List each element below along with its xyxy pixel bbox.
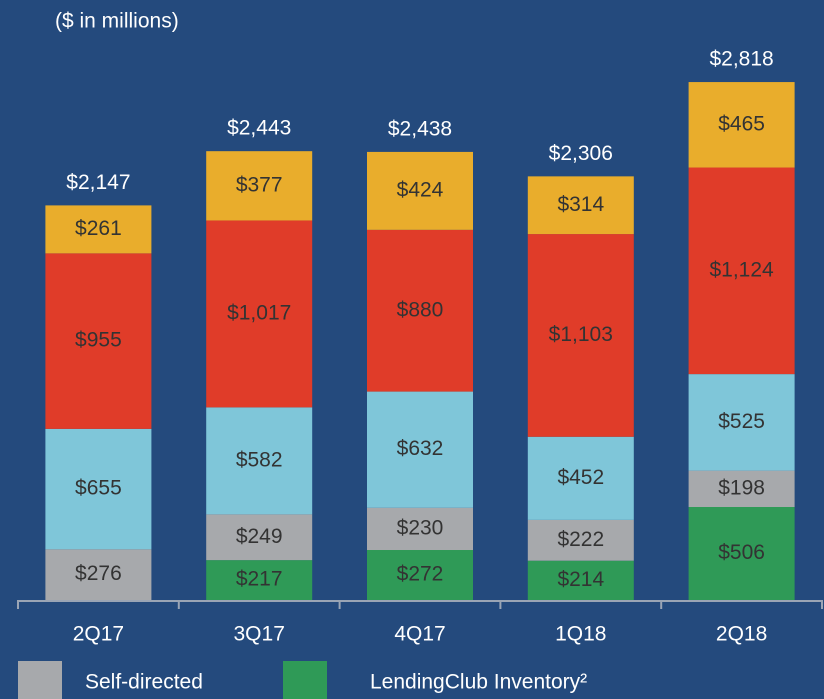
data-label: $222 [557, 528, 604, 551]
x-tick-label: 2Q17 [73, 623, 124, 646]
data-label: $249 [236, 525, 283, 548]
data-label: $1,103 [549, 323, 613, 346]
bar-segment [527, 560, 634, 600]
bar-segment [688, 374, 795, 471]
bar-segment [45, 428, 152, 550]
bar-segment [206, 560, 313, 600]
bar-segment [45, 205, 152, 254]
bar-segment [367, 229, 473, 392]
legend-swatch [283, 661, 327, 699]
total-label: $2,306 [549, 142, 613, 165]
bar-segment [367, 550, 473, 600]
data-label: $377 [236, 173, 283, 196]
data-label: $506 [718, 541, 765, 564]
total-label: $2,818 [709, 48, 773, 71]
bar-segment [688, 82, 795, 168]
x-tick-label: 3Q17 [234, 623, 285, 646]
data-label: $632 [397, 437, 444, 460]
data-label: $230 [397, 516, 444, 539]
data-label: $314 [557, 193, 604, 216]
x-tick-label: 2Q18 [716, 623, 767, 646]
data-label: $452 [557, 466, 604, 489]
bar-segment [527, 176, 634, 235]
bar-segment [367, 391, 473, 508]
legend-label: Self-directed [85, 671, 203, 694]
data-label: $424 [397, 178, 444, 201]
bar-segment [206, 151, 313, 221]
bar-segment [527, 519, 634, 561]
total-label: $2,438 [388, 117, 452, 140]
legend-label: LendingClub Inventory² [370, 671, 587, 694]
data-label: $955 [75, 329, 122, 352]
bar-segment [367, 507, 473, 551]
bar-segment [206, 514, 313, 561]
bar-segment [688, 507, 795, 600]
data-label: $582 [236, 448, 283, 471]
chart-subtitle: ($ in millions) [55, 10, 179, 33]
bar-segment [688, 167, 795, 375]
data-label: $272 [397, 563, 444, 586]
data-label: $465 [718, 112, 765, 135]
bar-segment [45, 253, 152, 429]
bar-segment [45, 549, 152, 600]
legend-swatch [18, 661, 62, 699]
x-tick-label: 1Q18 [555, 623, 606, 646]
data-label: $198 [718, 476, 765, 499]
total-label: $2,443 [227, 117, 291, 140]
data-label: $1,124 [709, 258, 774, 281]
total-label: $2,147 [66, 171, 130, 194]
data-label: $525 [718, 410, 765, 433]
data-label: $261 [75, 217, 122, 240]
x-tick-label: 4Q17 [394, 623, 445, 646]
bar-segment [367, 151, 473, 230]
data-label: $217 [236, 568, 283, 591]
data-label: $1,017 [227, 301, 291, 324]
bar-segment [206, 220, 313, 408]
data-label: $880 [397, 298, 444, 321]
bar-segment [527, 436, 634, 520]
bar-segment [688, 470, 795, 508]
data-label: $214 [557, 568, 604, 591]
data-label: $276 [75, 562, 122, 585]
data-label: $655 [75, 477, 122, 500]
bar-segment [527, 234, 634, 437]
bar-segment [206, 407, 313, 515]
